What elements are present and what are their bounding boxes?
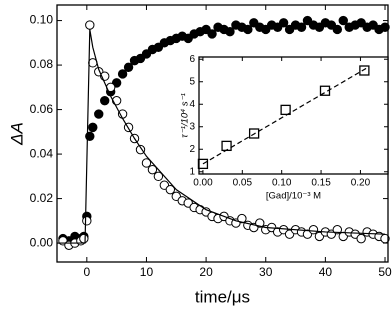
- data-point: [319, 85, 331, 96]
- data-point: [147, 164, 158, 175]
- x-tick-label: 50: [378, 265, 392, 279]
- x-tick-label: 0.00: [193, 178, 213, 189]
- data-point: [308, 225, 319, 235]
- y-axis-label: ΔA: [7, 122, 26, 146]
- data-point: [117, 69, 128, 79]
- y-tick-label: 6: [189, 54, 195, 65]
- y-tick-label: 2: [189, 144, 195, 155]
- y-tick-label: 0.06: [30, 102, 54, 116]
- y-tick-label: 0.02: [30, 191, 54, 205]
- data-point: [359, 65, 370, 76]
- data-point: [100, 95, 110, 106]
- x-tick-label: 0.15: [311, 178, 331, 189]
- data-point: [332, 24, 343, 35]
- y-tick-label: 3: [189, 121, 195, 132]
- plot-frame: [198, 56, 389, 175]
- x-tick-label: 0: [83, 265, 90, 279]
- x-tick-label: 30: [259, 265, 273, 279]
- data-point: [135, 144, 146, 155]
- data-point: [123, 62, 134, 73]
- data-point: [94, 109, 104, 119]
- data-point: [225, 27, 235, 37]
- data-point: [221, 140, 232, 152]
- y-tick-label: 5: [189, 76, 195, 87]
- data-point: [165, 184, 176, 195]
- fit-line: [57, 29, 386, 244]
- x-tick-label: 10: [140, 265, 154, 279]
- y-tick-label: 0.00: [30, 235, 54, 249]
- inset-background: [199, 57, 388, 174]
- data-point: [141, 158, 152, 168]
- data-point: [85, 20, 95, 30]
- y-tick-label: 0.04: [30, 146, 54, 160]
- x-axis-label: time/μs: [195, 287, 250, 306]
- x-tick-label: 0.20: [351, 178, 371, 189]
- y-axis-label: τ⁻¹/10⁴ s⁻¹: [180, 93, 191, 138]
- x-axis-label: [Gad]/10⁻³ M: [266, 191, 321, 202]
- y-tick-label: 0.10: [30, 13, 54, 27]
- data-point: [243, 24, 253, 35]
- data-point: [248, 128, 260, 139]
- data-point: [207, 29, 217, 39]
- data-point: [296, 22, 307, 32]
- data-point: [280, 104, 291, 116]
- data-point: [278, 18, 289, 28]
- x-tick-label: 0.10: [272, 178, 292, 189]
- y-tick-label: 4: [189, 99, 195, 110]
- data-point: [380, 22, 390, 32]
- data-point: [380, 233, 390, 244]
- x-tick-label: 40: [319, 265, 333, 279]
- x-tick-label: 20: [199, 265, 213, 279]
- data-point: [237, 213, 247, 224]
- data-point: [356, 233, 366, 244]
- data-point: [82, 216, 92, 226]
- data-point: [338, 15, 348, 26]
- data-point: [88, 122, 98, 133]
- x-tick-label: 0.05: [233, 178, 253, 189]
- y-tick-label: 0.08: [30, 57, 54, 71]
- y-tick-label: 1: [189, 166, 195, 177]
- data-point: [79, 233, 89, 244]
- data-point: [153, 171, 164, 182]
